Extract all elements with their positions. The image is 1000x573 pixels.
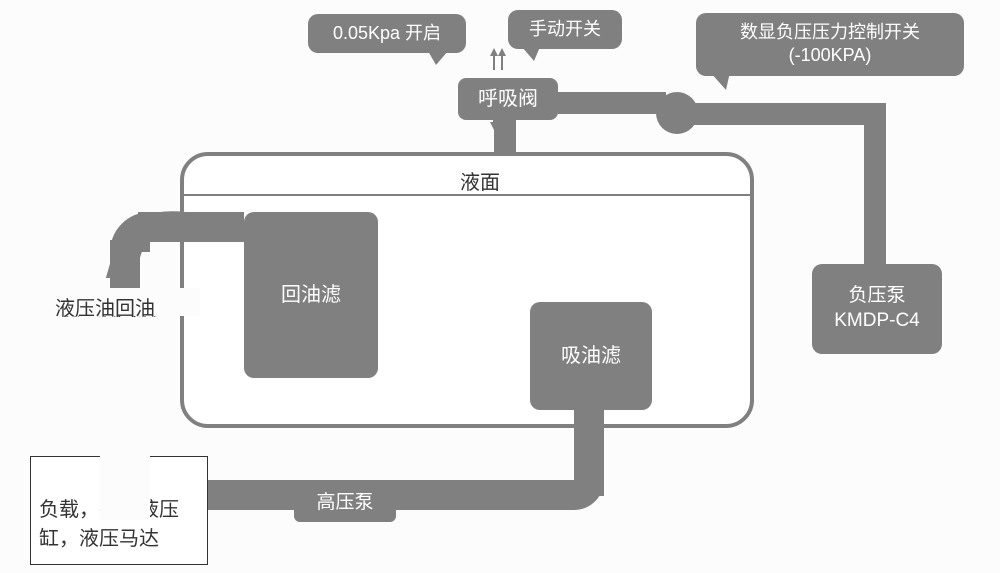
node-suction-filter-text: 吸油滤 (561, 343, 621, 369)
label-return-oil-2: 液压油回油 (55, 292, 155, 321)
callout-manual-switch-text: 手动开关 (529, 18, 601, 41)
node-return-filter: 回油滤 (244, 212, 378, 378)
node-high-pressure-pump-text: 高压泵 (316, 491, 373, 516)
diagram-canvas: 0.05Kpa 开启 手动开关 数显负压压力控制开关 (-100KPA) 呼吸阀… (0, 0, 1000, 573)
node-high-pressure-pump: 高压泵 (294, 484, 396, 522)
callout-tail (522, 47, 540, 61)
callout-tail (710, 72, 730, 90)
pipe-right-down (864, 113, 886, 267)
patch-trim-pipe (100, 320, 150, 520)
callout-pressure-open-text: 0.05Kpa 开启 (333, 22, 441, 45)
node-negative-pump: 负压泵 KMDP-C4 (812, 264, 942, 354)
pipe-sensor-right (686, 103, 886, 125)
node-negative-pump-text: 负压泵 KMDP-C4 (834, 284, 920, 333)
callout-manual-switch: 手动开关 (508, 10, 622, 49)
node-breathing-valve: 呼吸阀 (458, 78, 558, 120)
node-return-filter-text: 回油滤 (281, 282, 341, 308)
callout-digital-switch-text: 数显负压压力控制开关 (-100KPA) (740, 21, 920, 68)
callout-tail (428, 51, 448, 65)
liquid-surface-label: 液面 (460, 166, 500, 195)
callout-digital-switch: 数显负压压力控制开关 (-100KPA) (696, 13, 964, 76)
node-breathing-valve-text: 呼吸阀 (478, 86, 538, 112)
pipe-valve-to-tank (494, 120, 516, 156)
callout-pressure-open: 0.05Kpa 开启 (308, 14, 466, 53)
pipe-valve-to-sensor (558, 92, 666, 114)
node-suction-filter: 吸油滤 (530, 302, 652, 410)
return-inlet-h (138, 212, 244, 242)
